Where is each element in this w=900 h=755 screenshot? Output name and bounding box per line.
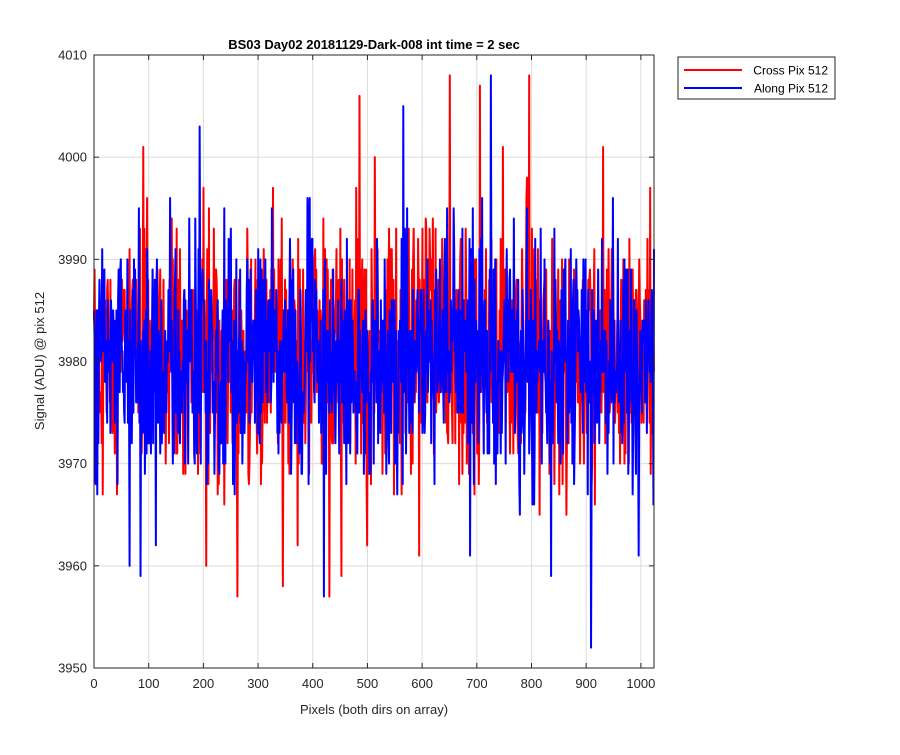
chart-title: BS03 Day02 20181129-Dark-008 int time = …	[228, 37, 520, 52]
x-tick-label: 0	[90, 676, 97, 691]
series-layer	[93, 74, 655, 649]
x-tick-label: 700	[466, 676, 488, 691]
y-tick-label: 3950	[58, 661, 87, 676]
x-tick-label: 1000	[626, 676, 655, 691]
y-tick-label: 4010	[58, 48, 87, 63]
legend: Cross Pix 512 Along Pix 512	[677, 56, 836, 100]
x-tick-label: 600	[411, 676, 433, 691]
x-tick-label: 200	[193, 676, 215, 691]
y-tick-labels: 3950 3960 3970 3980 3990 4000 4010	[58, 48, 87, 676]
x-tick-label: 500	[357, 676, 379, 691]
legend-label-along: Along Pix 512	[754, 82, 828, 96]
x-tick-label: 100	[138, 676, 160, 691]
tick-marks	[93, 54, 654, 669]
legend-label-cross: Cross Pix 512	[753, 64, 828, 78]
plot-area	[93, 54, 655, 669]
x-tick-label: 900	[575, 676, 597, 691]
x-tick-label: 300	[247, 676, 269, 691]
y-tick-label: 4000	[58, 150, 87, 165]
legend-box	[677, 56, 836, 100]
x-axis-label: Pixels (both dirs on array)	[300, 702, 448, 717]
y-tick-label: 3970	[58, 456, 87, 471]
y-tick-label: 3990	[58, 252, 87, 267]
x-tick-label: 400	[302, 676, 324, 691]
y-axis-label: Signal (ADU) @ pix 512	[32, 292, 47, 430]
x-tick-label: 800	[521, 676, 543, 691]
x-tick-labels: 0 100 200 300 400 500 600 700 800 900 1000	[90, 676, 655, 691]
y-tick-label: 3980	[58, 354, 87, 369]
y-tick-label: 3960	[58, 558, 87, 573]
series-line-along-pix-512	[93, 74, 655, 649]
